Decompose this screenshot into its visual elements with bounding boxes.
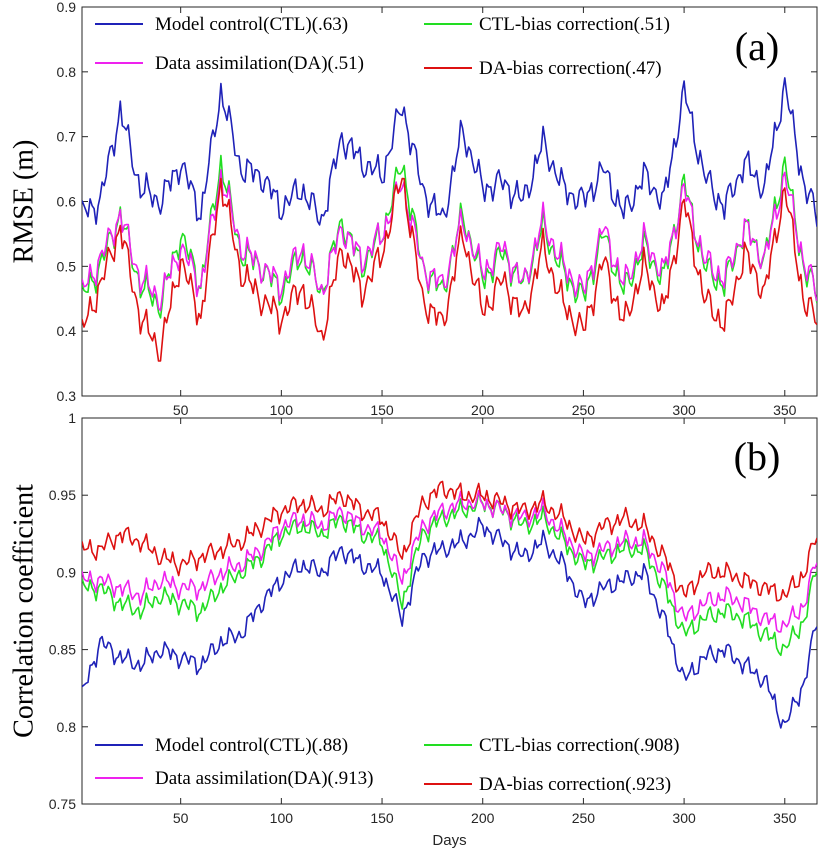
legend-label: CTL-bias correction(.908)	[479, 735, 679, 756]
panel-a-rmse: 0.3 0.4 0.5 0.6 0.7 0.8 0.9 50 100 150 200 250 300 35…	[8, 0, 818, 418]
series-line-2	[82, 491, 817, 657]
y-tick-label: 0.9	[57, 0, 77, 15]
x-tick-label: 100	[270, 402, 294, 418]
y-tick-label: 0.4	[57, 323, 77, 339]
panel-label: (b)	[734, 434, 781, 479]
legend-label: Data assimilation(DA)(.913)	[155, 768, 373, 789]
x-tick-label: 250	[572, 810, 596, 826]
series-line-4	[82, 177, 817, 362]
x-tick-label: 150	[370, 810, 394, 826]
legend-label: Data assimilation(DA)(.51)	[155, 53, 364, 74]
series-line-1	[82, 77, 817, 227]
x-axis-label: Days	[432, 832, 466, 849]
plot-area-frame	[81, 417, 818, 805]
x-tick-label: 50	[173, 402, 189, 418]
panel-label: (a)	[735, 24, 779, 69]
x-tick-label: 200	[471, 402, 495, 418]
y-tick-label: 0.9	[57, 564, 77, 580]
x-tick-label: 300	[672, 402, 696, 418]
x-tick-label: 300	[672, 810, 696, 826]
legend-label: DA-bias correction(.923)	[479, 774, 671, 795]
y-tick-label: 0.3	[57, 388, 77, 404]
legend-label: DA-bias correction(.47)	[479, 58, 662, 79]
y-tick-label: 0.7	[57, 129, 77, 145]
x-tick-label: 250	[572, 402, 596, 418]
x-tick-label: 150	[370, 402, 394, 418]
legend-label: Model control(CTL)(.88)	[155, 735, 348, 756]
y-tick-label: 1	[68, 410, 76, 426]
y-axis-label: Correlation coefficient	[8, 484, 39, 738]
y-tick-label: 0.5	[57, 258, 77, 274]
y-tick-label: 0.75	[49, 796, 76, 812]
y-tick-label: 0.8	[57, 719, 77, 735]
series-line-1	[82, 516, 817, 729]
y-tick-label: 0.95	[49, 487, 76, 503]
y-tick-label: 0.85	[49, 642, 76, 658]
x-tick-label: 200	[471, 810, 495, 826]
legend-label: CTL-bias correction(.51)	[479, 14, 670, 35]
legend-label: Model control(CTL)(.63)	[155, 14, 348, 35]
series-line-3	[82, 169, 817, 312]
x-tick-label: 350	[773, 402, 797, 418]
y-tick-label: 0.6	[57, 194, 77, 210]
x-tick-label: 100	[270, 810, 294, 826]
x-tick-label: 350	[773, 810, 797, 826]
series-line-4	[82, 480, 817, 602]
y-tick-label: 0.8	[57, 64, 77, 80]
series-line-3	[82, 489, 817, 633]
x-tick-label: 50	[173, 810, 189, 826]
y-axis-label: RMSE (m)	[8, 140, 39, 264]
